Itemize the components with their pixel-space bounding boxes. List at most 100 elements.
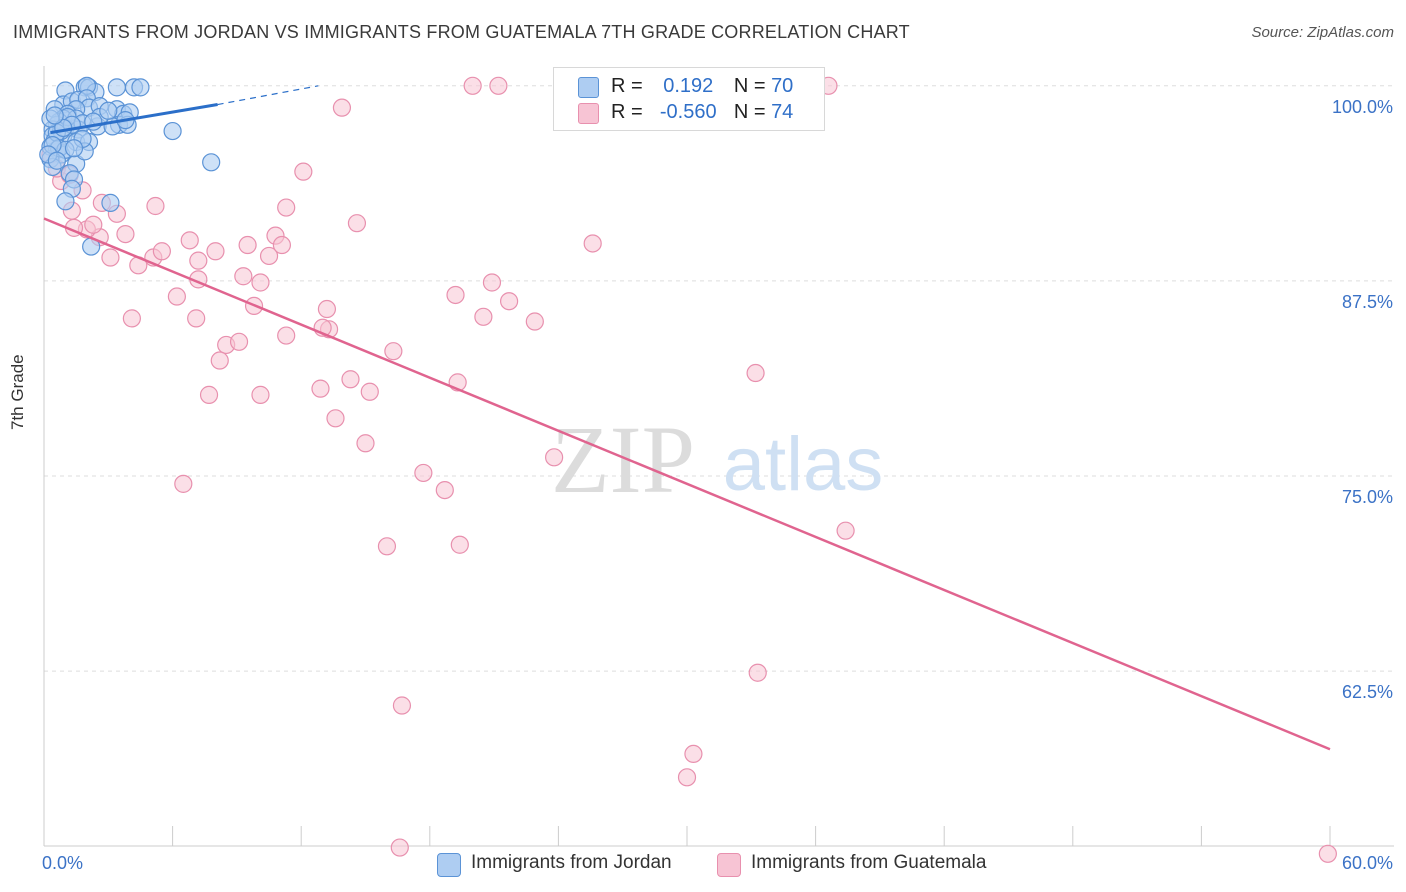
guatemala-point (435, 480, 454, 500)
guatemala-point (446, 285, 465, 305)
guatemala-point (450, 535, 469, 554)
guatemala-point (583, 234, 602, 253)
jordan-point (45, 106, 64, 125)
guatemala-point (1318, 844, 1337, 863)
watermark-zip: ZIP (551, 406, 695, 513)
guatemala-point (229, 332, 249, 351)
jordan-point (64, 139, 84, 158)
legend-r-value: -0.560 (659, 101, 717, 123)
chart-source: Source: ZipAtlas.com (1251, 24, 1394, 41)
y-tick-label: 100.0% (1332, 97, 1393, 117)
guatemala-point (390, 838, 409, 857)
guatemala-point (384, 342, 403, 361)
guatemala-point (489, 76, 508, 95)
guatemala-point (317, 299, 337, 319)
jordan-point (131, 78, 150, 97)
guatemala-point (525, 312, 544, 331)
bottom-legend-swatch-guatemala (717, 853, 741, 877)
guatemala-point (463, 76, 482, 95)
y-tick-label: 75.0% (1342, 487, 1393, 507)
guatemala-point (326, 409, 345, 428)
chart-title: IMMIGRANTS FROM JORDAN VS IMMIGRANTS FRO… (13, 22, 910, 42)
guatemala-point (210, 351, 229, 370)
guatemala-point (259, 246, 279, 266)
x-tick-label-min: 0.0% (42, 853, 83, 873)
guatemala-point (414, 463, 433, 483)
jordan-point (101, 193, 120, 212)
guatemala-point (347, 214, 367, 233)
jordan-trend-extension (217, 85, 319, 106)
jordan-point (107, 78, 126, 97)
guatemala-trend-line (43, 217, 1331, 751)
guatemala-point (356, 434, 375, 453)
bottom-legend-swatch-jordan (437, 853, 461, 877)
guatemala-point (146, 196, 165, 216)
guatemala-point (392, 696, 412, 715)
guatemala-point (206, 242, 225, 261)
guatemala-point (277, 326, 296, 345)
guatemala-point (311, 379, 330, 398)
guatemala-point (277, 198, 296, 217)
legend-r-value: 0.192 (663, 75, 714, 97)
guatemala-point (332, 98, 352, 117)
guatemala-point (251, 385, 270, 404)
guatemala-point (500, 292, 519, 311)
legend-text-jordan: R = 0.192 N = 70 (611, 75, 793, 98)
watermark-atlas: atlas (723, 422, 884, 507)
guatemala-point (152, 242, 171, 261)
x-tick-label-max: 60.0% (1342, 853, 1393, 873)
guatemala-point (341, 370, 360, 389)
legend-swatch-jordan (578, 77, 599, 98)
guatemala-point (545, 448, 564, 467)
bottom-legend-label-jordan: Immigrants from Jordan (471, 852, 672, 873)
guatemala-point (199, 385, 219, 404)
legend-r-label: R = (611, 75, 643, 97)
guatemala-point (272, 235, 292, 255)
guatemala-point (174, 474, 193, 493)
guatemala-point (684, 744, 703, 764)
y-tick-label: 87.5% (1342, 292, 1393, 312)
bottom-legend-label-guatemala: Immigrants from Guatemala (751, 852, 987, 873)
guatemala-point (234, 267, 253, 286)
legend-n-label: N = (733, 75, 766, 97)
tick-labels: 62.5% 75.0% 87.5% 100.0% 0.0% 60.0% (42, 97, 1393, 873)
y-tick-label: 62.5% (1342, 682, 1393, 702)
guatemala-point (746, 363, 765, 383)
guatemala-point (84, 215, 103, 234)
guatemala-point (180, 231, 199, 250)
legend-n-label: N = (733, 101, 766, 123)
guatemala-point (474, 307, 493, 326)
guatemala-point (836, 521, 855, 540)
stats-legend: R = 0.192 N = 70 R = -0.560 N = 74 (553, 67, 825, 131)
jordan-points (39, 76, 221, 256)
guatemala-point (116, 224, 135, 244)
watermark: ZIP atlas (551, 406, 883, 513)
guatemala-point (677, 768, 697, 787)
legend-r-label: R = (611, 101, 643, 123)
guatemala-point (294, 162, 313, 181)
axes (43, 66, 1394, 847)
guatemala-point (187, 309, 206, 328)
guatemala-point (482, 273, 502, 292)
jordan-point (47, 151, 66, 170)
guatemala-point (189, 251, 208, 270)
jordan-point (99, 101, 118, 120)
guatemala-point (360, 382, 379, 401)
jordan-point (202, 153, 221, 172)
guatemala-point (122, 309, 141, 328)
jordan-trend-line (50, 103, 218, 135)
guatemala-point (238, 235, 257, 255)
jordan-point (56, 192, 75, 211)
guatemala-point (251, 273, 270, 292)
jordan-point (163, 121, 182, 141)
grid-lines (44, 85, 1394, 672)
guatemala-point (748, 663, 767, 682)
guatemala-point (167, 287, 186, 306)
legend-n-value: 74 (771, 101, 794, 123)
guatemala-point (377, 537, 397, 556)
legend-n-value: 70 (771, 75, 794, 97)
legend-swatch-guatemala (578, 103, 599, 124)
legend-text-guatemala: R = -0.560 N = 74 (611, 101, 793, 124)
